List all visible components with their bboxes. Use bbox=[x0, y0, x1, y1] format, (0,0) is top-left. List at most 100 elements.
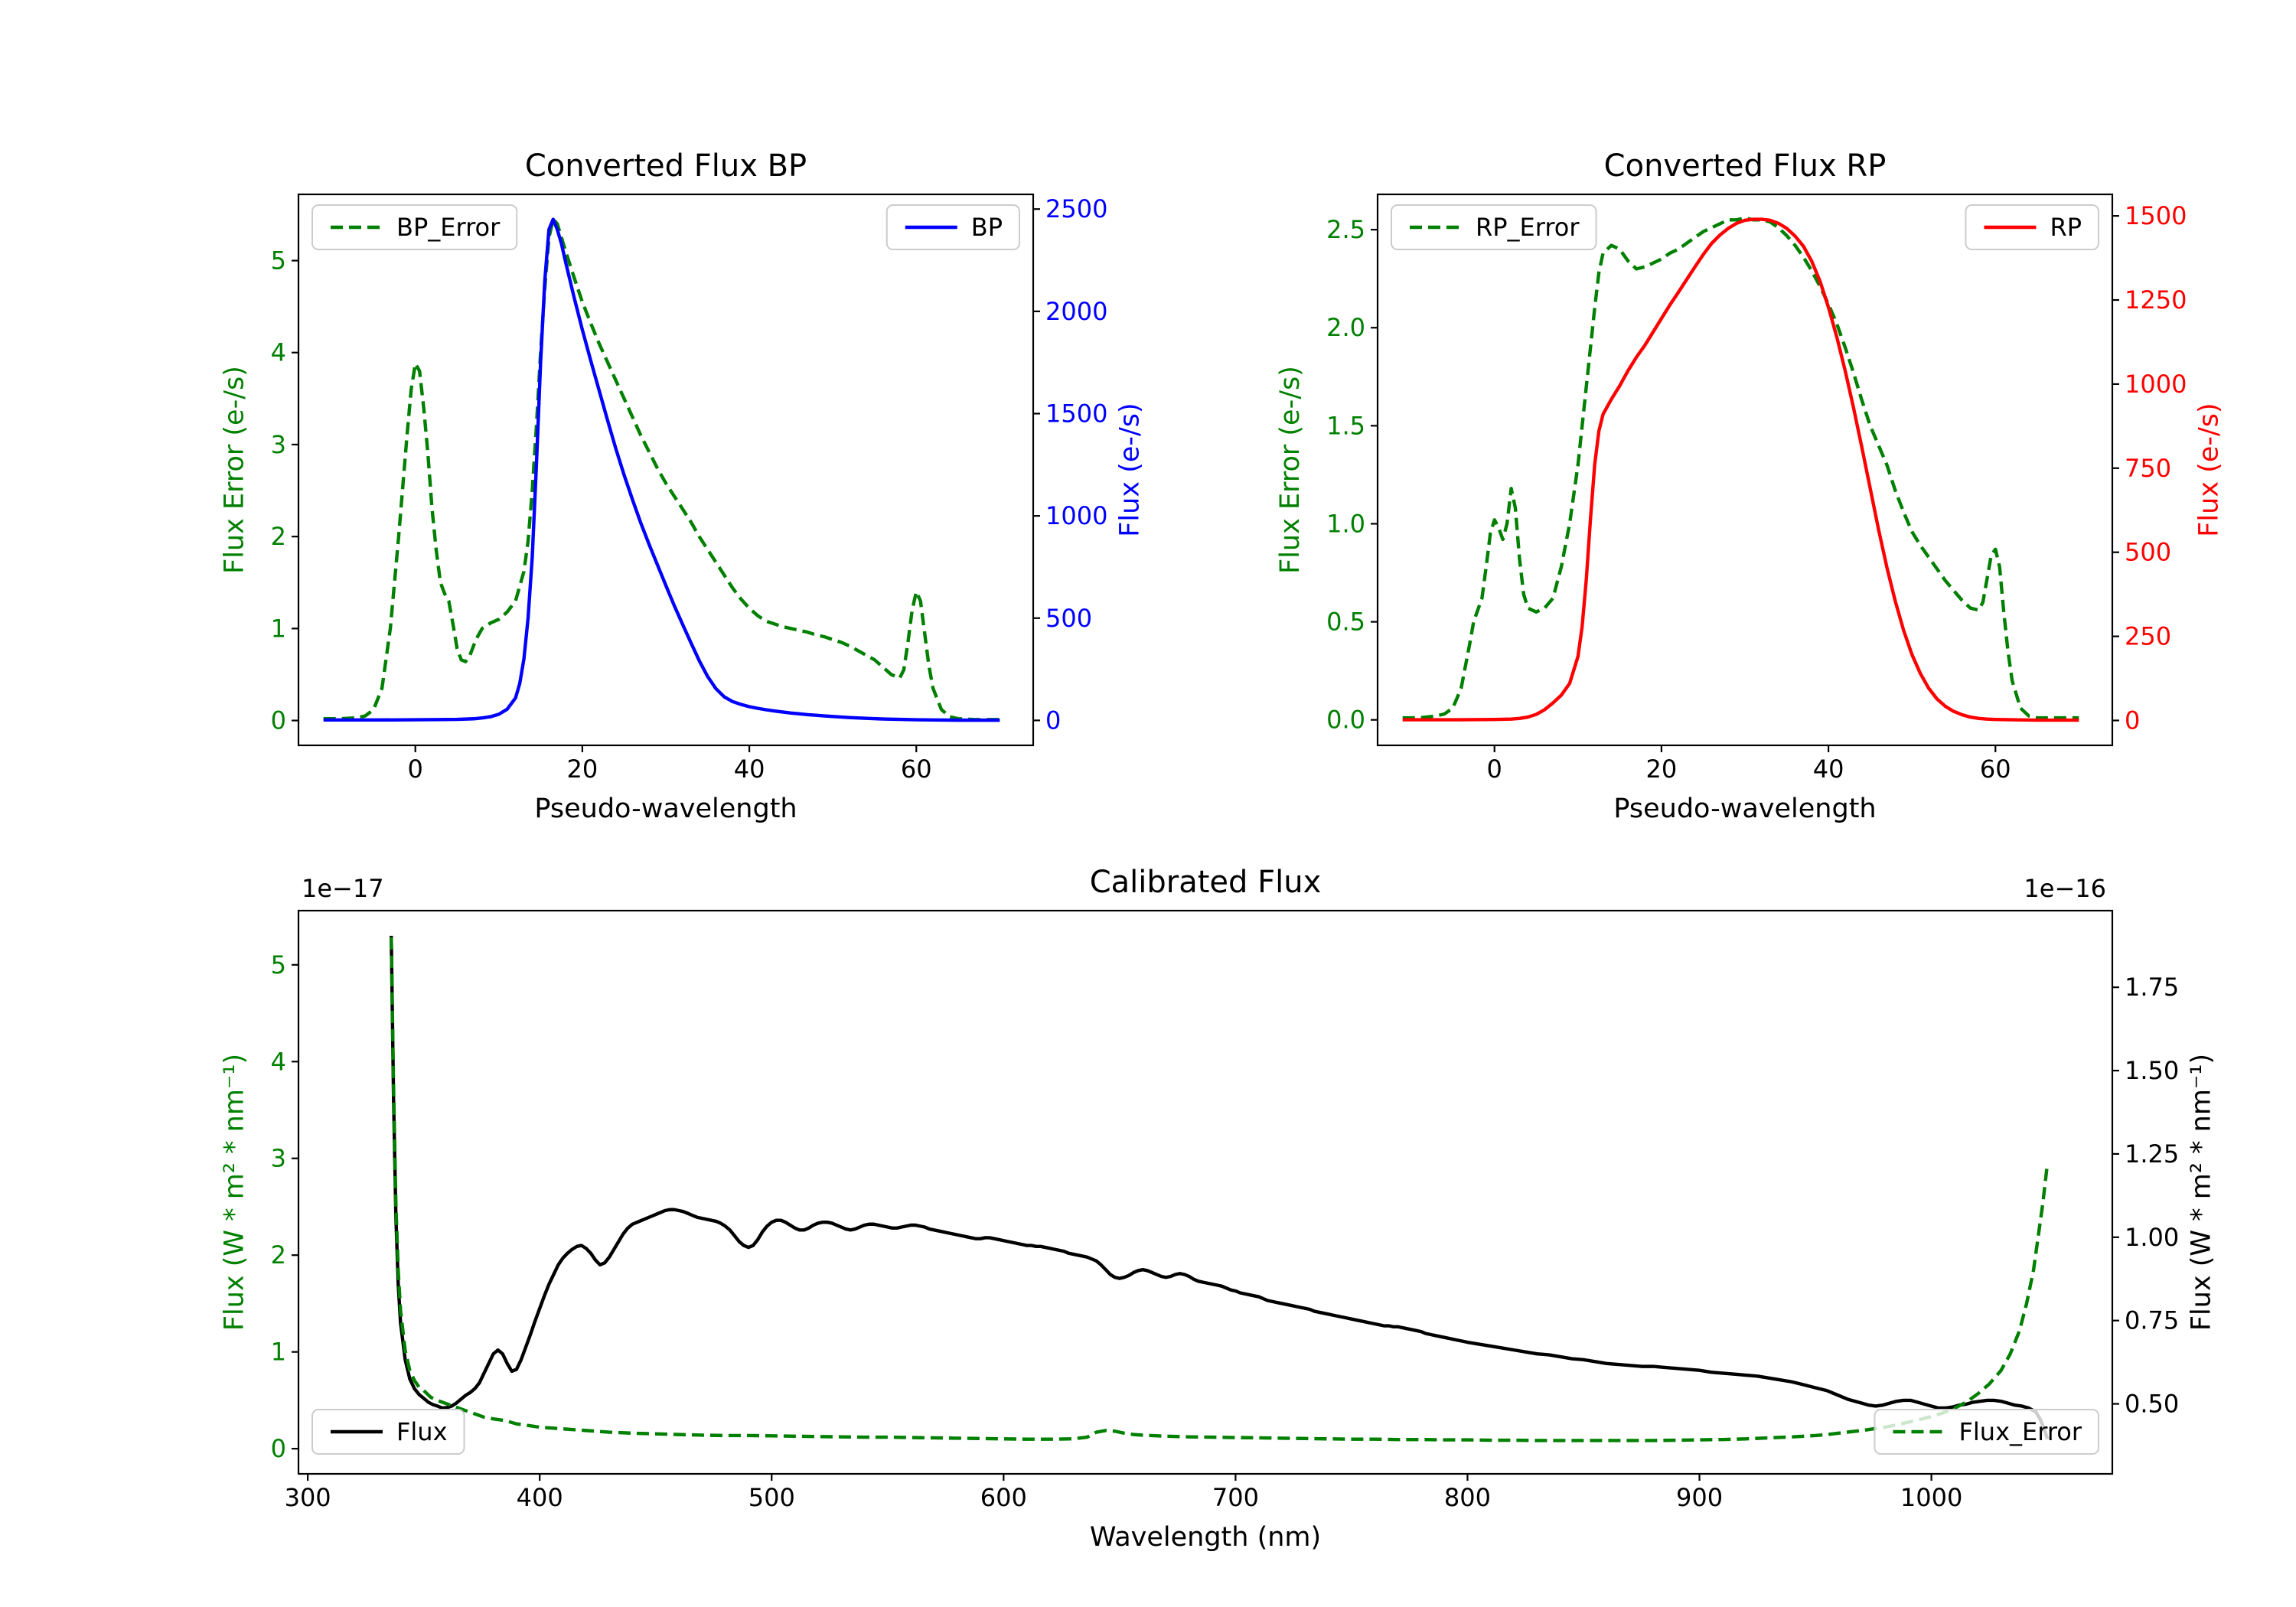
y-tick-label-right: 1500 bbox=[1045, 399, 1107, 429]
y-tick-label-left: 4 bbox=[271, 1047, 286, 1076]
axes-spines bbox=[297, 909, 2114, 1475]
y-tick-label-left: 1.0 bbox=[1326, 509, 1365, 538]
series-curve-RP_Error bbox=[1402, 216, 2079, 720]
y-tick-label-left: 2.0 bbox=[1326, 313, 1365, 342]
x-tick-label: 300 bbox=[285, 1483, 331, 1512]
y-tick-label-right: 0 bbox=[1045, 706, 1061, 735]
x-tick-label: 800 bbox=[1444, 1483, 1491, 1512]
y-tick-label-right: 1000 bbox=[1045, 501, 1107, 530]
x-tick-label: 600 bbox=[980, 1483, 1027, 1512]
legend-box bbox=[311, 1409, 465, 1455]
series-curve-Flux_Error bbox=[390, 937, 2050, 1442]
chart-rp: 0 20 40 60 0.0 0.5 1.0 1.5 2.0 2.5 0 250 500 750 1000 1… bbox=[1275, 148, 2224, 824]
x-tick-label: 500 bbox=[748, 1483, 795, 1512]
y-tick-label-left: 1 bbox=[271, 614, 286, 643]
y-tick-label-left: 0 bbox=[271, 1434, 286, 1463]
legend-label: Flux_Error bbox=[1958, 1417, 2082, 1446]
y-tick-label-right: 2000 bbox=[1045, 297, 1107, 326]
y-tick-label-right: 0 bbox=[2125, 706, 2140, 735]
x-tick-label: 0 bbox=[408, 755, 423, 784]
x-tick-label: 40 bbox=[1813, 755, 1844, 784]
y-tick-label-right: 1.75 bbox=[2125, 973, 2179, 1002]
legend-label: RP_Error bbox=[1476, 213, 1580, 242]
legend-label: RP bbox=[2050, 213, 2082, 242]
x-tick-label: 700 bbox=[1212, 1483, 1259, 1512]
x-axis-label: Pseudo-wavelength bbox=[1613, 794, 1876, 824]
chart-title: Calibrated Flux bbox=[1090, 865, 1322, 900]
y-tick-label-right: 0.75 bbox=[2125, 1306, 2179, 1335]
legend-RP: RP bbox=[1965, 204, 2099, 250]
y-tick-label-left: 4 bbox=[271, 338, 286, 367]
legend-label: Flux bbox=[396, 1417, 448, 1446]
y-tick-label-right: 1250 bbox=[2125, 285, 2187, 315]
chart-title: Converted Flux RP bbox=[1604, 148, 1887, 184]
y-tick-label-left: 3 bbox=[271, 1144, 286, 1173]
y-tick-label-left: 2 bbox=[271, 1240, 286, 1270]
left-axis-offset-label: 1e−17 bbox=[302, 874, 384, 903]
y-axis-label-left: Flux (W * m² * nm⁻¹) bbox=[220, 1054, 250, 1331]
legend-box bbox=[1874, 1409, 2099, 1455]
chart-title: Converted Flux BP bbox=[525, 148, 807, 184]
legend-Flux: Flux bbox=[311, 1409, 465, 1455]
y-tick-label-left: 0 bbox=[271, 706, 286, 735]
legend-RP_Error: RP_Error bbox=[1391, 204, 1597, 250]
y-tick-label-left: 5 bbox=[271, 950, 286, 980]
axes-spines bbox=[297, 193, 1035, 747]
y-tick-label-right: 1500 bbox=[2125, 201, 2187, 230]
y-tick-label-right: 1000 bbox=[2125, 370, 2187, 399]
y-tick-label-right: 0.50 bbox=[2125, 1390, 2179, 1419]
legend-label: BP_Error bbox=[396, 213, 501, 242]
chart-calibrated: 300 400 500 600 700 800 900 1000 0 1 2 3 4 5 0.50 0.75 1… bbox=[220, 865, 2217, 1553]
y-tick-label-right: 2500 bbox=[1045, 194, 1107, 223]
y-tick-label-left: 2 bbox=[271, 522, 286, 551]
legend-BP_Error: BP_Error bbox=[311, 204, 518, 250]
axes-spines bbox=[1376, 193, 2114, 747]
y-tick-label-right: 500 bbox=[2125, 538, 2171, 567]
series-group bbox=[1402, 216, 2079, 722]
y-tick-label-left: 0.5 bbox=[1326, 608, 1365, 637]
y-axis-label-left: Flux Error (e-/s) bbox=[220, 366, 250, 574]
x-tick-label: 20 bbox=[567, 755, 598, 784]
x-axis-label: Wavelength (nm) bbox=[1090, 1522, 1321, 1553]
legend-BP: BP bbox=[885, 204, 1020, 250]
legend-box bbox=[1391, 204, 1597, 250]
y-tick-label-right: 1.00 bbox=[2125, 1223, 2179, 1252]
y-tick-label-left: 2.5 bbox=[1326, 215, 1365, 244]
x-tick-label: 0 bbox=[1487, 755, 1502, 784]
x-tick-label: 900 bbox=[1676, 1483, 1723, 1512]
chart-bp: 0 20 40 60 0 1 2 3 4 5 0 500 1000 1500 2000 2500 Pseudo-… bbox=[220, 148, 1146, 824]
series-curve-RP bbox=[1402, 217, 2079, 722]
series-group bbox=[323, 217, 1000, 722]
legend-label: BP bbox=[971, 213, 1003, 242]
x-tick-label: 1000 bbox=[1900, 1483, 1962, 1512]
y-tick-label-right: 250 bbox=[2125, 622, 2171, 651]
y-tick-label-right: 1.50 bbox=[2125, 1056, 2179, 1085]
y-axis-label-right: Flux (W * m² * nm⁻¹) bbox=[2186, 1054, 2216, 1331]
series-curve-BP_Error bbox=[323, 217, 1000, 722]
x-tick-label: 60 bbox=[1980, 755, 2011, 784]
right-axis-offset-label: 1e−16 bbox=[2024, 874, 2106, 903]
y-tick-label-left: 3 bbox=[271, 430, 286, 459]
x-tick-label: 40 bbox=[734, 755, 765, 784]
y-tick-label-right: 750 bbox=[2125, 454, 2171, 483]
y-axis-label-right: Flux (e-/s) bbox=[2193, 403, 2224, 536]
y-tick-label-left: 0.0 bbox=[1326, 706, 1365, 735]
y-tick-label-left: 1.5 bbox=[1326, 411, 1365, 440]
y-tick-label-right: 500 bbox=[1045, 604, 1092, 633]
x-tick-label: 60 bbox=[901, 755, 932, 784]
y-tick-label-right: 1.25 bbox=[2125, 1139, 2179, 1169]
y-axis-label-right: Flux (e-/s) bbox=[1114, 403, 1145, 536]
legend-box bbox=[311, 204, 518, 250]
x-tick-label: 400 bbox=[517, 1483, 563, 1512]
legend-Flux_Error: Flux_Error bbox=[1874, 1409, 2099, 1455]
y-axis-label-left: Flux Error (e-/s) bbox=[1275, 366, 1306, 574]
x-tick-label: 20 bbox=[1646, 755, 1678, 784]
y-tick-label-left: 1 bbox=[271, 1338, 286, 1367]
series-curve-BP bbox=[323, 217, 1000, 722]
series-curve-Flux bbox=[390, 935, 2050, 1440]
x-axis-label: Pseudo-wavelength bbox=[534, 794, 797, 824]
y-tick-label-left: 5 bbox=[271, 246, 286, 275]
series-group bbox=[390, 935, 2050, 1442]
